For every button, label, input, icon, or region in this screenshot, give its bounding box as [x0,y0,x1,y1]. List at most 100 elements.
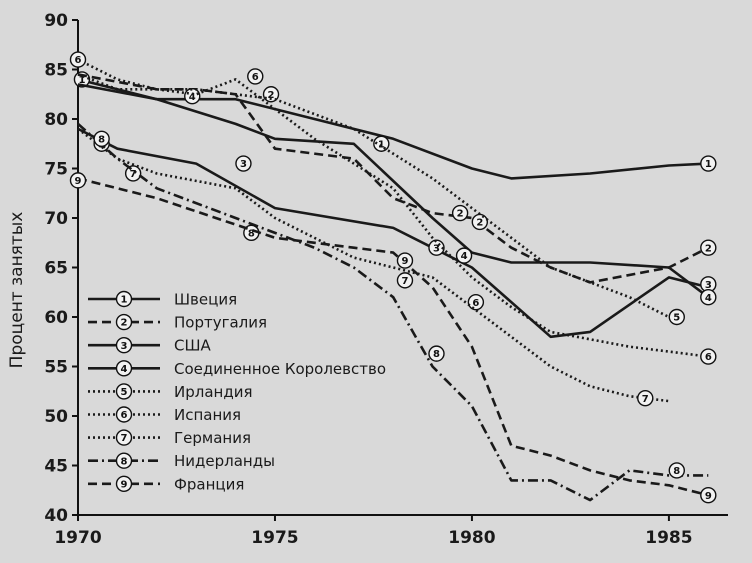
legend-item: 6 Испания [88,406,241,424]
legend-label: Соединенное Королевство [174,360,386,378]
series-marker [235,155,252,172]
legend-marker [115,383,133,400]
y-tick-label: 85 [44,61,68,81]
series-marker-label: 3 [433,243,440,254]
series-marker [637,389,654,407]
legend-marker-label: 7 [121,433,128,444]
series-marker [451,204,469,222]
x-tick-label: 1975 [251,528,298,548]
series-marker [700,239,717,256]
series-marker [428,345,445,362]
y-tick-label: 70 [44,209,68,229]
series-6: 6 6 6 6 [69,51,717,365]
series-marker [700,155,717,172]
series-marker [455,247,473,264]
series-line [77,58,709,358]
legend-marker [115,360,133,377]
series-marker [467,293,485,311]
legend-item: 1 Швеция [88,291,237,309]
series-marker-label: 8 [98,134,105,145]
y-tick-label: 50 [44,407,68,427]
series-5: 5 [77,73,685,326]
series-marker-label: 6 [252,72,259,83]
series-marker-label: 2 [457,209,464,220]
legend-marker [115,313,133,331]
x-tick-label: 1970 [54,528,101,548]
series-marker-label: 8 [673,466,680,477]
series-marker [69,172,87,189]
series-4: 4 4 4 [77,83,717,306]
series-line [77,73,709,284]
y-tick-label: 40 [44,506,68,526]
legend-marker [115,337,133,354]
legend-marker [115,429,133,446]
series-7: 7 7 7 [77,127,670,407]
legend-marker [115,452,133,469]
series-line [77,78,709,180]
series-marker-label: 6 [75,55,82,66]
legend: 1 Швеция 2 Португалия 3 США 4 Соединенное Корол… [88,291,386,493]
y-tick-label: 60 [44,308,68,328]
series-1: 111 [73,71,717,180]
series-marker [69,51,87,68]
series-marker-label: 6 [472,298,479,309]
y-tick-label: 65 [44,259,68,279]
legend-label: Ирландия [174,383,252,401]
y-tick-label: 90 [44,11,68,31]
series-marker-label: 6 [705,352,712,363]
legend-marker-label: 6 [121,410,128,421]
series-marker-label: 7 [401,276,408,287]
legend-marker [115,406,133,423]
legend-marker-label: 8 [121,456,128,467]
legend-label: Нидерланды [174,452,275,470]
legend-item: 4 Соединенное Королевство [88,360,386,378]
series-marker-label: 1 [705,159,712,170]
series-line [77,83,710,299]
y-axis-title: Процент занятых [7,212,27,369]
legend-label: США [174,337,212,355]
series-marker [396,272,414,289]
series-marker-label: 9 [401,256,408,267]
series-line [77,122,709,502]
series-marker-label: 7 [130,169,137,180]
legend-marker-label: 2 [121,318,128,329]
series-marker-label: 3 [240,159,247,170]
legend-marker-label: 1 [121,295,128,306]
legend-marker [115,475,133,492]
legend-label: Испания [174,406,241,424]
series-marker [668,462,685,479]
series-marker [262,86,280,103]
legend-marker [115,290,133,308]
legend-marker-label: 5 [121,387,128,398]
legend-marker-label: 9 [121,479,128,490]
series-marker [124,165,142,182]
legend-marker-label: 4 [121,364,128,375]
series-marker-label: 2 [705,243,712,254]
legend-label: Франция [174,475,244,493]
legend-label: Швеция [174,291,237,309]
legend-item: 2 Португалия [88,314,267,332]
series-marker [700,289,717,306]
series-marker-label: 7 [642,394,649,405]
y-tick-label: 45 [44,457,68,477]
series-2: 2 2 2 2 [77,73,717,284]
series-marker-label: 4 [461,251,468,262]
series-9: 9 9 9 [69,172,717,504]
series-marker-label: 5 [673,313,680,324]
series-marker-label: 9 [705,491,712,502]
x-tick-label: 1985 [645,528,692,548]
series-marker-label: 4 [189,92,196,103]
series-marker-label: 2 [268,90,275,101]
y-tick-label: 75 [44,160,68,180]
y-tick-label: 80 [44,110,68,130]
y-tick-label: 55 [44,358,68,378]
series-line [77,127,709,339]
series-marker-label: 2 [476,218,483,229]
legend-item: 5 Ирландия [88,383,252,401]
series-marker [471,213,489,231]
series-marker-label: 1 [78,75,85,86]
series-marker [396,252,414,269]
series-marker [93,130,110,148]
series-marker-label: 8 [248,228,255,239]
